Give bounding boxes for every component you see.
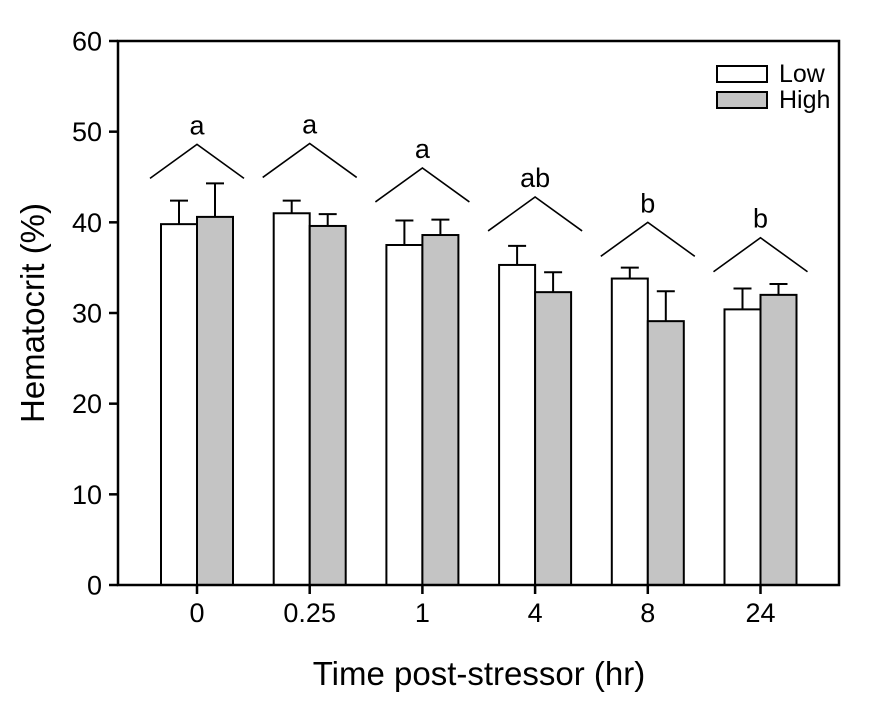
sig-letter-1: a — [302, 109, 318, 139]
bar-low-5 — [723, 308, 762, 586]
sig-caret-3 — [487, 195, 583, 232]
sig-caret-0 — [149, 143, 245, 180]
y-tick-label-20: 20 — [72, 389, 102, 419]
y-tick-label-10: 10 — [72, 480, 102, 510]
x-axis-label: Time post-stressor (hr) — [313, 655, 645, 692]
legend-label-low: Low — [779, 60, 826, 88]
x-tick-label-1: 0.25 — [283, 598, 336, 628]
x-tick-label-4: 8 — [640, 598, 655, 628]
y-axis-label: Hematocrit (%) — [14, 203, 51, 423]
x-tick-label-2: 1 — [415, 598, 430, 628]
x-tick-label-0: 0 — [189, 598, 204, 628]
legend-label-high: High — [779, 86, 830, 114]
y-tick-label-50: 50 — [72, 117, 102, 147]
y-tick-label-0: 0 — [87, 571, 102, 601]
bar-low-1 — [272, 212, 311, 586]
sig-caret-2 — [374, 166, 470, 203]
bar-high-2 — [421, 234, 460, 586]
sig-caret-4 — [600, 221, 696, 257]
sig-letter-2: a — [415, 134, 431, 164]
bar-low-0 — [160, 223, 198, 586]
y-tick-label-40: 40 — [72, 208, 102, 238]
x-tick-label-3: 4 — [528, 598, 543, 628]
bar-low-3 — [498, 263, 537, 586]
y-tick-label-30: 30 — [72, 299, 102, 329]
bar-high-4 — [646, 320, 685, 586]
sig-caret-1 — [262, 142, 358, 179]
sig-letter-4: b — [640, 188, 655, 218]
bar-high-3 — [534, 291, 573, 586]
x-tick-label-5: 24 — [745, 598, 775, 628]
sig-letter-0: a — [189, 110, 205, 140]
y-tick-label-60: 60 — [72, 27, 102, 57]
bar-low-2 — [385, 244, 424, 586]
legend-swatch-high — [716, 91, 768, 109]
bar-high-5 — [759, 293, 798, 586]
sig-letter-5: b — [753, 204, 768, 234]
bar-high-0 — [196, 215, 234, 586]
sig-caret-5 — [713, 236, 808, 273]
legend-swatch-low — [716, 65, 768, 83]
bar-low-4 — [610, 277, 649, 586]
bar-high-1 — [308, 224, 347, 587]
sig-letter-3: ab — [520, 163, 550, 193]
